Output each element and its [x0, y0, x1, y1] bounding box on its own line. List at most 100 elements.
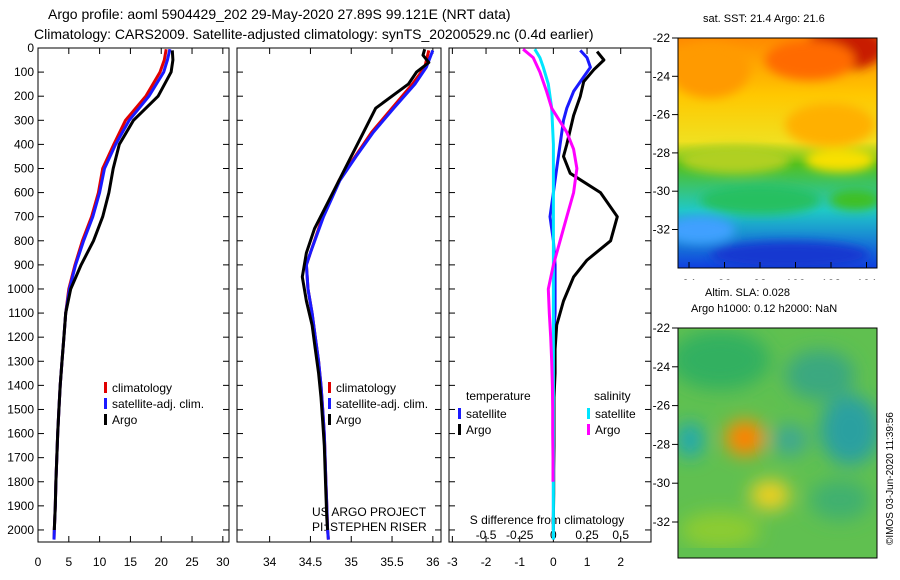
salinity-series [300, 48, 435, 540]
x-tick-label: 20 [155, 555, 169, 569]
series-line-satellite-adj-clim- [52, 48, 172, 540]
x-tick-label: 34 [263, 555, 277, 569]
legend-swatch [458, 408, 461, 419]
legend-header-salinity: salinity [594, 389, 631, 403]
lat-tick-label: -32 [653, 515, 671, 529]
y-tick-label: 1200 [7, 330, 34, 344]
x-tick-label: 25 [185, 555, 199, 569]
x-tick-label: 0 [35, 555, 42, 569]
x-tick-label: 35.5 [380, 555, 404, 569]
legend-swatch [104, 398, 107, 409]
lat-tick-label: -26 [653, 108, 671, 122]
y-tick-label: 800 [14, 234, 34, 248]
diff-top-tick-label: -0.5 [476, 528, 497, 542]
legend-swatch [328, 382, 331, 393]
series-line-salinity-satellite [533, 48, 555, 540]
y-tick-label: 1800 [7, 475, 34, 489]
sst-map: -22 -24 -26 -28 -30 -32 94 96 98 100 102 104 [653, 31, 878, 280]
x-tick-label: 0 [550, 555, 557, 569]
header-title-line2: Climatology: CARS2009. Satellite-adjuste… [34, 26, 594, 42]
lat-tick-label: -24 [653, 360, 671, 374]
lon-tick-label: 98 [753, 277, 767, 280]
y-tick-label: 1700 [7, 451, 34, 465]
x-tick-label: 36 [426, 555, 440, 569]
temperature-series [52, 48, 175, 540]
diff-top-tick-label: -0.25 [506, 528, 534, 542]
legend-label: climatology [112, 381, 172, 395]
sla-map-title1: Altim. SLA: 0.028 [705, 287, 790, 299]
pi-annotation: PI: STEPHEN RISER [312, 520, 427, 534]
lat-tick-label: -26 [653, 399, 671, 413]
legend-swatch [328, 398, 331, 409]
plot-frame-2 [448, 47, 652, 543]
x-tick-label: -2 [481, 555, 492, 569]
y-tick-label: 1900 [7, 499, 34, 513]
y-tick-label: 900 [14, 258, 34, 272]
y-tick-label: 1400 [7, 378, 34, 392]
y-tick-label: 300 [14, 113, 34, 127]
x-tick-label: 10 [93, 555, 107, 569]
diff-xlabel: S difference from climatology [470, 513, 625, 527]
y-tick-label: 1300 [7, 354, 34, 368]
diff-top-tick-label: 0.25 [575, 528, 599, 542]
y-tick-label: 1100 [8, 306, 34, 320]
lat-tick-label: -22 [653, 31, 671, 45]
difference-legend: temperature salinity satellite Argo satellit… [458, 389, 636, 437]
lat-tick-label: -30 [653, 476, 671, 490]
lon-tick-label: 102 [821, 277, 841, 280]
sla-map: -22 -24 -26 -28 -30 -32 [653, 321, 878, 559]
legend-label: satellite [595, 407, 636, 421]
y-tick-label: 700 [14, 210, 34, 224]
series-line-argo [300, 48, 431, 531]
y-tick-label: 2000 [7, 523, 34, 537]
x-tick-label: 1 [584, 555, 591, 569]
y-tick-label: 400 [14, 137, 34, 151]
x-tick-label: 30 [216, 555, 230, 569]
difference-axes: -3 -2 -1 0 1 2 S difference from climatology-0… [447, 47, 652, 569]
y-tick-label: 1000 [7, 282, 34, 296]
x-tick-label: 5 [65, 555, 72, 569]
legend-label: satellite-adj. clim. [112, 397, 204, 411]
x-tick-label: -1 [514, 555, 525, 569]
x-tick-label: 34.5 [299, 555, 323, 569]
salinity-legend: climatology satellite-adj. clim. Argo [328, 381, 428, 427]
sst-map-lon-ticks: 94 96 98 100 102 104 [682, 262, 877, 280]
legend-header-temperature: temperature [466, 389, 531, 403]
y-tick-label: 200 [14, 89, 34, 103]
difference-chart: -3 -2 -1 0 1 2 S difference from climatology-0… [447, 47, 652, 569]
sla-map-lat-ticks: -22 -24 -26 -28 -30 -32 [653, 321, 678, 529]
legend-swatch [458, 424, 461, 435]
lat-tick-label: -30 [653, 184, 671, 198]
temperature-legend: climatology satellite-adj. clim. Argo [104, 381, 204, 427]
project-annotation: US ARGO PROJECT [312, 505, 427, 519]
legend-label: Argo [466, 423, 492, 437]
plot-frame-0 [37, 47, 230, 543]
legend-swatch [587, 424, 590, 435]
y-tick-label: 500 [14, 161, 34, 175]
series-line-argo [52, 50, 175, 531]
series-line-salinity-argo [522, 48, 579, 482]
y-tick-label: 100 [14, 65, 34, 79]
lon-tick-label: 104 [856, 277, 876, 280]
legend-swatch [104, 382, 107, 393]
legend-label: satellite [466, 407, 507, 421]
lat-tick-label: -28 [653, 146, 671, 160]
lon-tick-label: 94 [682, 277, 696, 280]
y-tick-label: 1600 [7, 427, 34, 441]
x-tick-label: 35 [345, 555, 359, 569]
credit-timestamp: ©IMOS 03-Jun-2020 11:39:56 [885, 412, 896, 545]
sla-field [678, 328, 877, 558]
x-tick-label: 15 [124, 555, 138, 569]
sst-map-title: sat. SST: 21.4 Argo: 21.6 [703, 13, 825, 25]
sst-field [678, 38, 877, 268]
temperature-chart: 0100200300400500600700800900100011001200… [7, 41, 230, 569]
sla-map-title2: Argo h1000: 0.12 h2000: NaN [691, 303, 838, 315]
legend-label: Argo [112, 413, 138, 427]
legend-swatch [328, 414, 331, 425]
plot-frame-1 [236, 47, 442, 543]
lon-tick-label: 96 [718, 277, 732, 280]
difference-series [522, 48, 619, 540]
legend-label: Argo [595, 423, 621, 437]
lon-tick-label: 100 [785, 277, 805, 280]
